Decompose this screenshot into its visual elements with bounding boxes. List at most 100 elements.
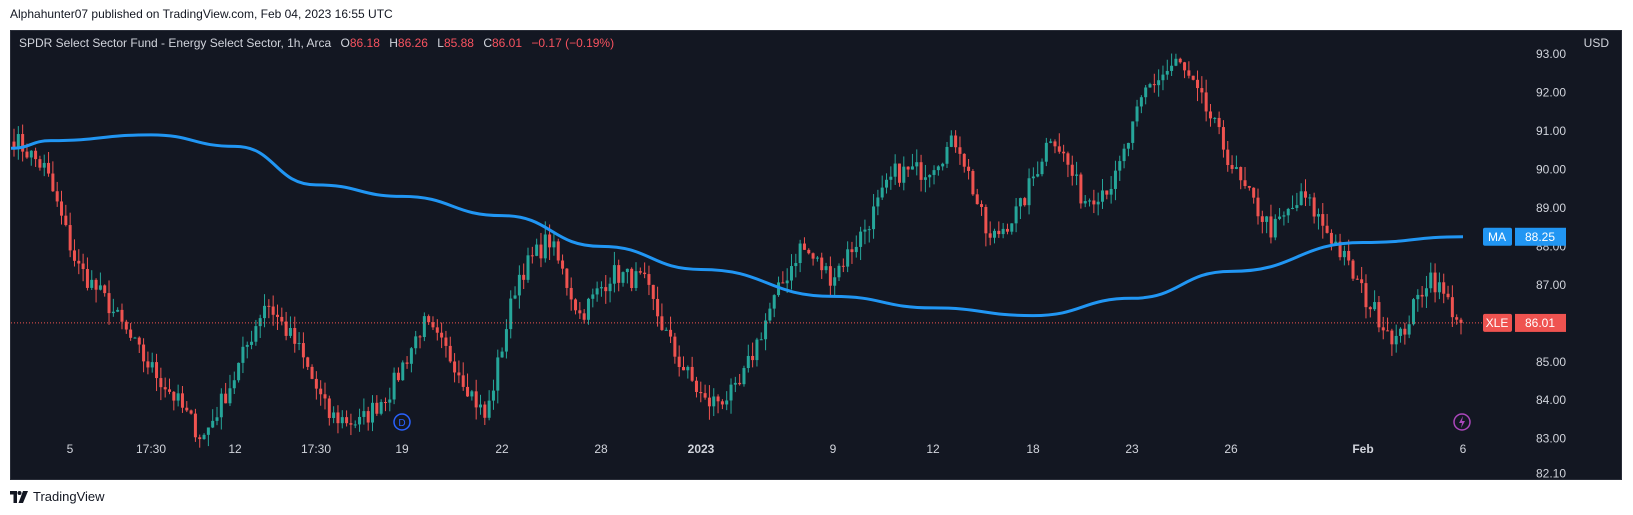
- candle-body: [414, 336, 418, 349]
- candle-body: [768, 308, 772, 321]
- candle-body: [1399, 328, 1403, 336]
- event-markers: D: [393, 413, 1471, 431]
- candle-body: [1049, 141, 1053, 143]
- candle-body: [608, 283, 612, 292]
- candle-body: [1230, 165, 1234, 169]
- candle-body: [1450, 297, 1454, 318]
- candle-body: [932, 170, 936, 175]
- dividend-marker-icon[interactable]: [393, 413, 411, 431]
- candle-body: [643, 272, 647, 275]
- price-tick-label: 91.00: [1536, 124, 1566, 138]
- candle-body: [47, 162, 51, 174]
- candle-body: [1148, 84, 1152, 88]
- candle-body: [288, 328, 292, 336]
- candle-body: [284, 321, 288, 336]
- candle-body: [116, 309, 120, 312]
- candle-body: [478, 404, 482, 408]
- candle-body: [1239, 167, 1243, 181]
- candle-body: [319, 388, 323, 395]
- candle-body: [625, 268, 629, 273]
- candle-body: [638, 271, 642, 273]
- candle-body: [120, 309, 124, 322]
- candle-body: [1373, 302, 1377, 310]
- currency-label[interactable]: USD: [1583, 36, 1609, 50]
- candle-body: [189, 410, 193, 414]
- close-value: 86.01: [492, 36, 523, 50]
- candle-body: [427, 316, 431, 323]
- time-tick-label: 9: [830, 442, 837, 456]
- candle-body: [1135, 106, 1139, 122]
- candle-body: [42, 162, 46, 168]
- candle-body: [103, 285, 107, 294]
- earnings-marker-icon[interactable]: [1453, 413, 1471, 431]
- ma-tag-label: MA: [1488, 230, 1506, 244]
- ma-tag-label-box: [1483, 227, 1512, 246]
- candle-body: [1217, 117, 1221, 128]
- candle-body: [224, 393, 228, 404]
- candle-body: [457, 372, 461, 376]
- candle-body: [1075, 174, 1079, 176]
- candle-body: [21, 134, 25, 152]
- time-tick-label: 19: [395, 442, 409, 456]
- candle-body: [1105, 190, 1109, 195]
- candle-body: [241, 346, 245, 363]
- candle-body: [975, 194, 979, 205]
- open-value: 86.18: [349, 36, 380, 50]
- symbol-legend[interactable]: SPDR Select Sector Fund - Energy Select …: [19, 36, 614, 50]
- candle-body: [1386, 330, 1390, 332]
- candle-body: [893, 163, 897, 177]
- candle-body: [971, 170, 975, 195]
- candle-body: [660, 316, 664, 330]
- candle-body: [172, 391, 176, 401]
- lightning-icon: [1459, 416, 1465, 428]
- candle-body: [634, 271, 638, 288]
- candle-body: [811, 253, 815, 259]
- candle-body: [772, 295, 776, 309]
- candlestick-chart[interactable]: 93.0092.0091.0090.0089.0088.0087.0086.00…: [11, 31, 1622, 480]
- candle-body: [38, 159, 42, 168]
- candle-body: [543, 234, 547, 259]
- candle-body: [1165, 70, 1169, 75]
- time-tick-label: 23: [1125, 442, 1139, 456]
- price-axis: 93.0092.0091.0090.0089.0088.0087.0086.00…: [1536, 47, 1566, 479]
- candle-body: [1442, 282, 1446, 294]
- candle-body: [470, 391, 474, 397]
- candle-body: [98, 285, 102, 290]
- candle-body: [993, 230, 997, 238]
- candle-body: [163, 387, 167, 390]
- candle-body: [206, 427, 210, 435]
- candle-body: [383, 402, 387, 404]
- candle-body: [729, 384, 733, 401]
- candle-body: [561, 260, 565, 269]
- candle-body: [1325, 225, 1329, 233]
- candle-body: [885, 179, 889, 188]
- candle-body: [453, 361, 457, 373]
- moving-average-layer: [11, 133, 1464, 318]
- candle-body: [124, 321, 128, 330]
- candle-body: [1265, 216, 1269, 222]
- candle-body: [1183, 62, 1187, 71]
- candle-body: [1092, 200, 1096, 205]
- candle-body: [418, 336, 422, 338]
- candle-body: [29, 150, 33, 158]
- candle-body: [159, 378, 163, 388]
- candle-body: [807, 249, 811, 254]
- candle-body: [673, 336, 677, 357]
- candle-body: [889, 176, 893, 180]
- candle-body: [258, 318, 262, 327]
- time-tick-label: 12: [228, 442, 242, 456]
- candle-body: [107, 293, 111, 314]
- candle-body: [219, 393, 223, 418]
- change-value: −0.17 (−0.19%): [531, 36, 615, 50]
- candle-body: [928, 174, 932, 178]
- candle-body: [513, 295, 517, 299]
- candle-body: [712, 396, 716, 407]
- candle-body: [1100, 190, 1104, 202]
- candle-body: [198, 437, 202, 440]
- candle-body: [1036, 174, 1040, 177]
- candle-body: [591, 294, 595, 299]
- candle-body: [1070, 164, 1074, 176]
- chart-pane[interactable]: 93.0092.0091.0090.0089.0088.0087.0086.00…: [10, 30, 1622, 480]
- candle-body: [686, 366, 690, 371]
- candle-body: [574, 299, 578, 311]
